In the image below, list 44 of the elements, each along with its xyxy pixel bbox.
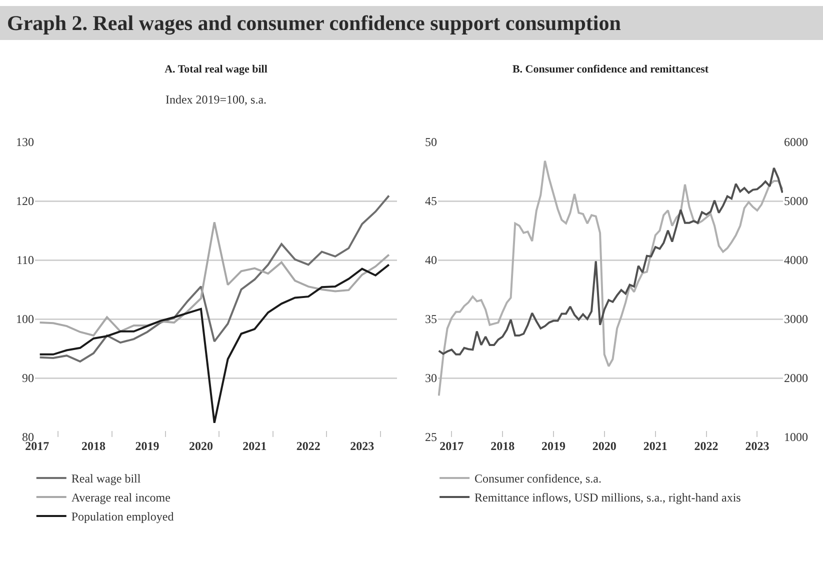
line-series (38, 194, 390, 362)
y2-tick-label: 5000 (784, 194, 808, 208)
line-series (438, 160, 783, 397)
chart-title: B. Consumer confidence and remittancest (512, 64, 709, 76)
y-tick-label: 35 (425, 312, 437, 326)
y-tick-label: 110 (16, 253, 34, 268)
y-tick-label: 90 (22, 371, 34, 386)
line-series (38, 264, 390, 424)
x-tick-label: 2019 (135, 439, 160, 453)
x-tick-label: 2022 (694, 439, 718, 453)
y2-tick-label: 2000 (784, 371, 808, 386)
y2-tick-label: 6000 (784, 135, 808, 150)
chart-subtitle: Index 2019=100, s.a. (165, 92, 267, 106)
line-series (38, 221, 390, 337)
x-tick-label: 2021 (242, 439, 267, 453)
y2-tick-label: 3000 (784, 312, 808, 326)
x-tick-label: 2021 (643, 439, 668, 453)
caption: Graph 2. Real wages and consumer confidence support consumption (7, 11, 621, 36)
y2-tick-label: 1000 (784, 430, 808, 444)
x-tick-label: 2017 (440, 439, 464, 453)
y-tick-label: 25 (425, 430, 437, 444)
x-tick-label: 2020 (592, 439, 616, 453)
legend-label: Population employed (71, 510, 174, 524)
legend-label: Consumer confidence, s.a. (474, 472, 602, 486)
legend-label: Remittance inflows, USD millions, s.a., right-hand axis (474, 490, 742, 505)
y-tick-label: 40 (425, 253, 437, 268)
x-tick-label: 2018 (490, 439, 515, 453)
line-series (438, 166, 783, 356)
x-tick-label: 2019 (541, 439, 566, 453)
y-tick-label: 30 (425, 371, 437, 386)
y-tick-label: 120 (16, 194, 34, 208)
y-tick-label: 130 (16, 135, 34, 150)
y-tick-label: 45 (425, 194, 437, 208)
y-tick-label: 100 (16, 312, 34, 326)
y2-tick-label: 4000 (784, 253, 808, 268)
chart-title: A. Total real wage bill (164, 64, 268, 76)
legend-label: Real wage bill (71, 472, 142, 486)
legend-label: Average real income (71, 490, 170, 505)
x-tick-label: 2022 (296, 439, 320, 453)
x-tick-label: 2020 (188, 439, 213, 453)
x-tick-label: 2023 (745, 439, 770, 453)
x-tick-label: 2018 (82, 439, 106, 453)
x-tick-label: 2023 (350, 439, 374, 453)
y-tick-label: 50 (425, 135, 437, 150)
